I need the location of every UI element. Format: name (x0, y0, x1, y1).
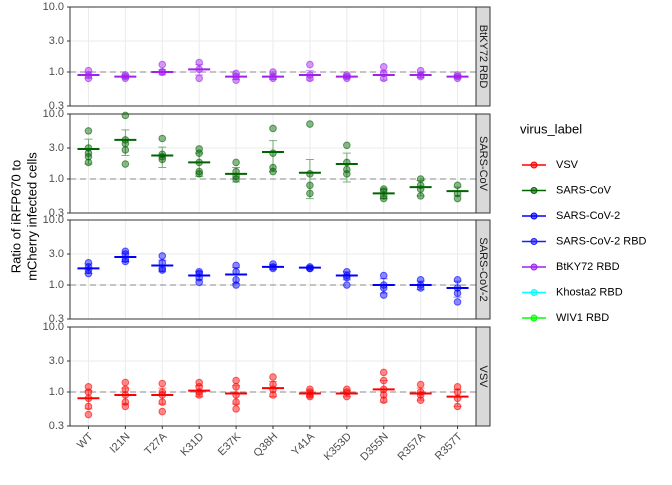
point (121, 111, 130, 120)
legend-label: SARS-CoV-2 RBD (556, 235, 647, 247)
strip (475, 326, 491, 427)
strip (475, 6, 491, 107)
strip-label: SARS-CoV-2 (477, 237, 489, 301)
point (232, 158, 240, 167)
error-bar (121, 387, 130, 405)
error-bar (158, 146, 167, 169)
error-bar (158, 387, 167, 405)
point (84, 127, 93, 135)
y-tick-label: 1.0 (49, 279, 64, 291)
point (158, 252, 167, 260)
point (379, 368, 388, 377)
point (343, 281, 351, 289)
x-tick-label: R357T (433, 431, 465, 463)
error-bar (269, 140, 277, 173)
legend-label: WIV1 RBD (556, 312, 609, 324)
y-tick-label: 10.0 (43, 1, 64, 13)
error-bar (453, 280, 462, 298)
x-tick-label: E37K (216, 430, 244, 458)
point (453, 298, 462, 306)
y-tick-label: 0.3 (49, 207, 64, 219)
point (306, 120, 314, 128)
legend-label: VSV (556, 159, 579, 171)
point (158, 60, 167, 69)
strip (475, 113, 491, 214)
x-tick-label: K31D (178, 431, 206, 459)
legend-title: virus_label (520, 121, 582, 136)
error-bar (416, 179, 425, 197)
error-bar (232, 267, 241, 285)
y-axis-label: mCherry infected cells (24, 152, 39, 281)
point (158, 407, 167, 416)
point (343, 141, 351, 150)
legend-key-point (530, 161, 538, 169)
legend-label: SARS-CoV-2 (556, 210, 620, 222)
point (232, 405, 240, 413)
y-tick-label: 0.3 (49, 420, 64, 432)
point (379, 63, 388, 71)
y-tick-label: 3.0 (49, 355, 64, 367)
point (379, 271, 388, 280)
error-bar (84, 138, 93, 165)
y-tick-label: 3.0 (49, 142, 64, 154)
y-tick-label: 1.0 (49, 66, 64, 78)
point (158, 379, 167, 388)
legend-key-point (530, 212, 538, 220)
error-bar (232, 385, 241, 405)
x-tick-label: WT (75, 430, 96, 451)
point (195, 74, 203, 83)
y-tick-label: 3.0 (49, 35, 64, 47)
y-tick-label: 0.3 (49, 100, 64, 112)
y-tick-label: 3.0 (49, 248, 64, 260)
y-tick-label: 1.0 (49, 386, 64, 398)
x-tick-label: I21N (108, 431, 133, 456)
legend-key-point (530, 238, 538, 245)
strip-label: SARS-CoV (477, 136, 489, 192)
y-axis-label: Ratio of iRFP670 to (8, 160, 23, 273)
x-tick-label: T27A (142, 430, 170, 458)
strip-label: VSV (477, 365, 489, 388)
y-tick-label: 0.3 (49, 313, 64, 325)
y-tick-label: 1.0 (49, 173, 64, 185)
error-bar (305, 158, 314, 200)
x-tick-label: Q38H (251, 431, 280, 460)
strip-label: BtKY72 RBD (477, 25, 489, 89)
error-bar (195, 152, 204, 177)
point (269, 373, 277, 381)
x-tick-label: Y41A (290, 430, 318, 458)
point (158, 134, 167, 143)
legend-label: SARS-CoV (556, 184, 612, 196)
legend-key-point (530, 314, 538, 322)
legend-key-point (530, 187, 538, 194)
legend-label: Khosta2 RBD (556, 286, 623, 298)
y-tick-label: 10.0 (43, 321, 64, 333)
y-tick-label: 10.0 (43, 108, 64, 120)
legend-key-point (530, 289, 538, 296)
legend-label: BtKY72 RBD (556, 261, 620, 273)
error-bar (121, 129, 130, 156)
point (306, 60, 314, 69)
x-tick-label: D355N (358, 431, 391, 464)
point (121, 378, 130, 387)
error-bar (342, 152, 351, 183)
strip (475, 219, 491, 320)
error-bar (453, 388, 462, 407)
point (232, 376, 240, 385)
point (84, 410, 93, 419)
error-bar (379, 380, 388, 403)
point (269, 124, 277, 133)
error-bar (84, 390, 93, 410)
x-tick-label: R357A (396, 430, 429, 463)
point (121, 160, 130, 168)
y-tick-label: 10.0 (43, 214, 64, 226)
point (416, 380, 425, 389)
x-tick-label: K353D (322, 431, 354, 463)
legend-key-point (530, 263, 538, 271)
